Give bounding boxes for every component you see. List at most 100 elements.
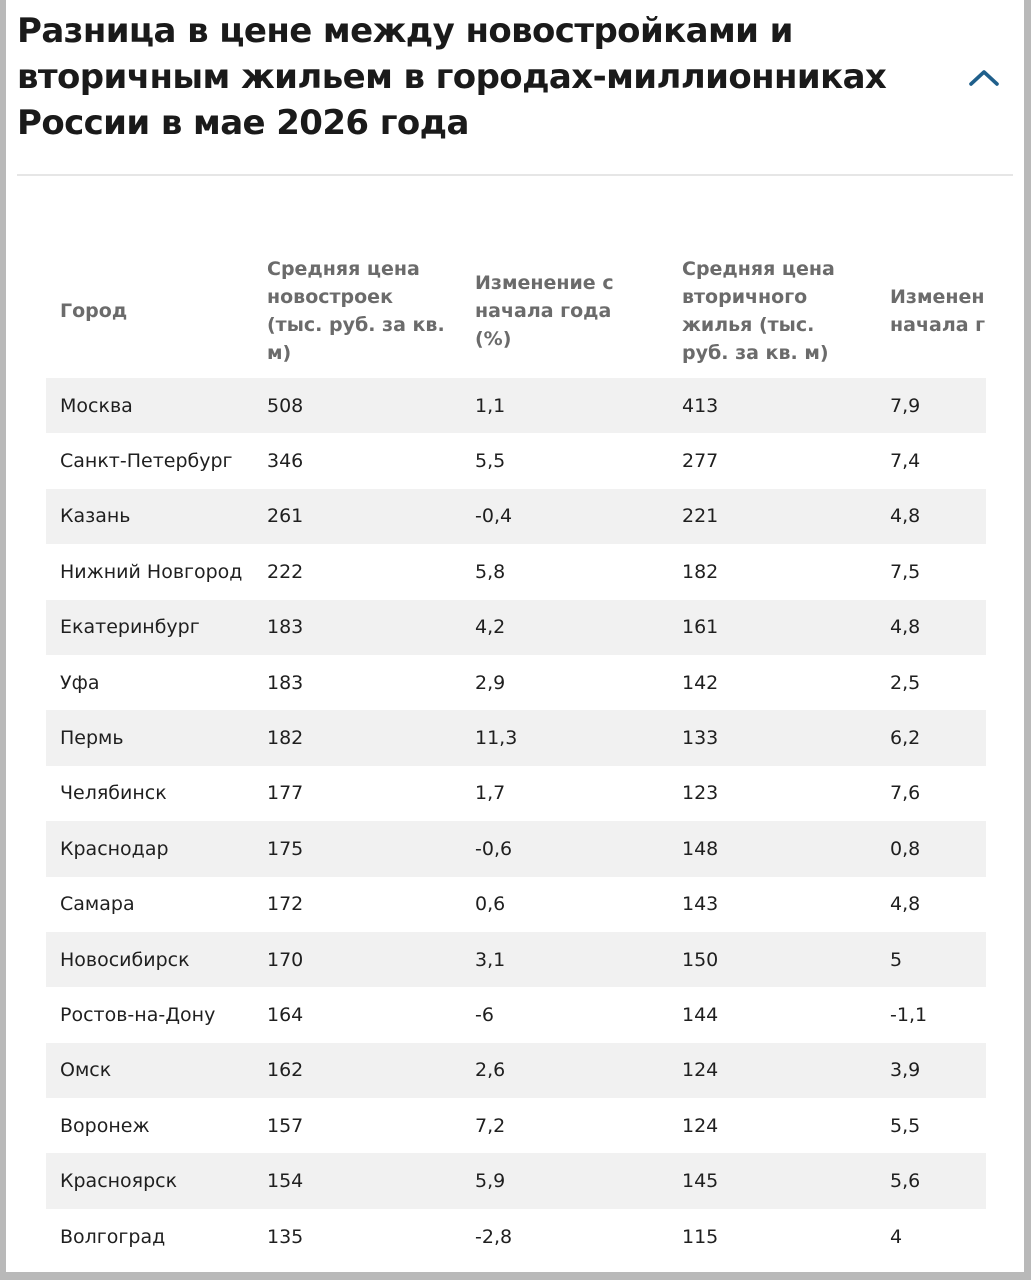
cell-new-change: 2,6: [461, 1042, 668, 1099]
table-row: Санкт-Петербург 346 5,5 277 7,4: [46, 433, 986, 489]
table-row: Краснодар 175 -0,6 148 0,8: [46, 821, 986, 877]
cell-secondary-change: 2,5: [876, 654, 986, 711]
cell-secondary-change: 4,8: [876, 488, 986, 545]
table-row: Воронеж 157 7,2 124 5,5: [46, 1098, 986, 1154]
cell-city: Омск: [46, 1042, 253, 1099]
cell-new-change: 5,9: [461, 1153, 668, 1209]
column-header-secondary-change: Изменение с начала года (%): [890, 285, 986, 336]
cell-secondary-price: 221: [668, 488, 876, 545]
cell-secondary-change: 4,8: [876, 599, 986, 655]
cell-new-price: 261: [253, 488, 461, 545]
cell-secondary-change: 5,6: [876, 1153, 986, 1209]
cell-secondary-change: 7,9: [876, 378, 986, 434]
cell-new-price: 183: [253, 599, 461, 655]
cell-secondary-price: 148: [668, 821, 876, 877]
cell-new-change: -6: [461, 987, 668, 1043]
cell-new-price: 170: [253, 931, 461, 988]
table-row: Челябинск 177 1,7 123 7,6: [46, 765, 986, 822]
table-scroll-container[interactable]: Город Средняя цена новостроек (тыс. руб.…: [46, 243, 986, 1272]
cell-new-price: 157: [253, 1098, 461, 1154]
cell-city: Санкт-Петербург: [46, 433, 253, 489]
table-row: Екатеринбург 183 4,2 161 4,8: [46, 599, 986, 655]
cell-new-price: 135: [253, 1208, 461, 1265]
header-divider: [17, 174, 1013, 176]
cell-new-price: 177: [253, 765, 461, 822]
cell-secondary-price: 124: [668, 1042, 876, 1099]
cell-city: Екатеринбург: [46, 599, 253, 655]
cell-city: Москва: [46, 378, 253, 434]
cell-new-price: 162: [253, 1042, 461, 1099]
cell-new-change: 1,7: [461, 765, 668, 822]
column-header-secondary-price: Средняя цена вторичного жилья (тыс. руб.…: [682, 257, 835, 364]
cell-city: Самара: [46, 876, 253, 932]
collapse-button[interactable]: [964, 60, 1004, 96]
card-header: Разница в цене между новостройками и вто…: [6, 0, 1024, 176]
cell-new-price: 154: [253, 1153, 461, 1209]
page-title: Разница в цене между новостройками и вто…: [17, 11, 887, 143]
cell-secondary-change: 3,9: [876, 1042, 986, 1099]
column-header-new-price: Средняя цена новостроек (тыс. руб. за кв…: [267, 257, 445, 364]
cell-city: Казань: [46, 488, 253, 545]
cell-new-change: 4,2: [461, 599, 668, 655]
column-header-city: Город: [60, 299, 128, 322]
cell-new-price: 346: [253, 433, 461, 489]
table-row: Самара 172 0,6 143 4,8: [46, 876, 986, 932]
table-row: Москва 508 1,1 413 7,9: [46, 378, 986, 434]
cell-new-change: 11,3: [461, 710, 668, 766]
cell-city: Нижний Новгород: [46, 544, 253, 600]
cell-new-change: 5,8: [461, 544, 668, 600]
cell-secondary-price: 142: [668, 654, 876, 711]
cell-new-change: 5,5: [461, 433, 668, 489]
cell-city: Новосибирск: [46, 931, 253, 988]
cell-secondary-price: 161: [668, 599, 876, 655]
cell-city: Воронеж: [46, 1098, 253, 1154]
table-row: Казань 261 -0,4 221 4,8: [46, 488, 986, 545]
cell-city: Уфа: [46, 654, 253, 711]
cell-new-change: 1,1: [461, 378, 668, 434]
cell-new-price: 175: [253, 821, 461, 877]
cell-new-change: 2,9: [461, 654, 668, 711]
cell-secondary-price: 115: [668, 1208, 876, 1265]
cell-secondary-price: 144: [668, 987, 876, 1043]
chevron-up-icon: [969, 70, 999, 86]
cell-city: Волгоград: [46, 1208, 253, 1265]
cell-new-price: 508: [253, 378, 461, 434]
cell-secondary-price: 145: [668, 1153, 876, 1209]
cell-new-change: 7,2: [461, 1098, 668, 1154]
cell-city: Челябинск: [46, 765, 253, 822]
cell-secondary-price: 182: [668, 544, 876, 600]
cell-new-price: 222: [253, 544, 461, 600]
cell-new-price: 164: [253, 987, 461, 1043]
cell-secondary-change: 5: [876, 931, 986, 988]
cell-new-change: -0,6: [461, 821, 668, 877]
cell-secondary-change: 7,4: [876, 433, 986, 489]
cell-secondary-price: 150: [668, 931, 876, 988]
table-row: Новосибирск 170 3,1 150 5: [46, 931, 986, 988]
table-row: Ростов-на-Дону 164 -6 144 -1,1: [46, 987, 986, 1043]
table-row: Красноярск 154 5,9 145 5,6: [46, 1153, 986, 1209]
column-header-new-change: Изменение с начала года (%): [475, 271, 614, 350]
cell-secondary-price: 143: [668, 876, 876, 932]
cell-new-change: -0,4: [461, 488, 668, 545]
cell-secondary-change: -1,1: [876, 987, 986, 1043]
cell-new-price: 182: [253, 710, 461, 766]
cell-new-price: 183: [253, 654, 461, 711]
cell-new-price: 172: [253, 876, 461, 932]
table-row: Нижний Новгород 222 5,8 182 7,5: [46, 544, 986, 600]
cell-secondary-change: 0,8: [876, 821, 986, 877]
cell-city: Краснодар: [46, 821, 253, 877]
table-row: Пермь 182 11,3 133 6,2: [46, 710, 986, 766]
cell-secondary-price: 124: [668, 1098, 876, 1154]
cell-secondary-change: 6,2: [876, 710, 986, 766]
cell-secondary-change: 4: [876, 1208, 986, 1265]
cell-city: Ростов-на-Дону: [46, 987, 253, 1043]
table-row: Омск 162 2,6 124 3,9: [46, 1042, 986, 1099]
cell-city: Красноярск: [46, 1153, 253, 1209]
cell-secondary-price: 123: [668, 765, 876, 822]
cell-secondary-price: 413: [668, 378, 876, 434]
table-row: Уфа 183 2,9 142 2,5: [46, 654, 986, 711]
cell-new-change: -2,8: [461, 1208, 668, 1265]
table-header-row: Город Средняя цена новостроек (тыс. руб.…: [46, 243, 986, 378]
table-card: Разница в цене между новостройками и вто…: [6, 0, 1024, 1272]
cell-city: Пермь: [46, 710, 253, 766]
